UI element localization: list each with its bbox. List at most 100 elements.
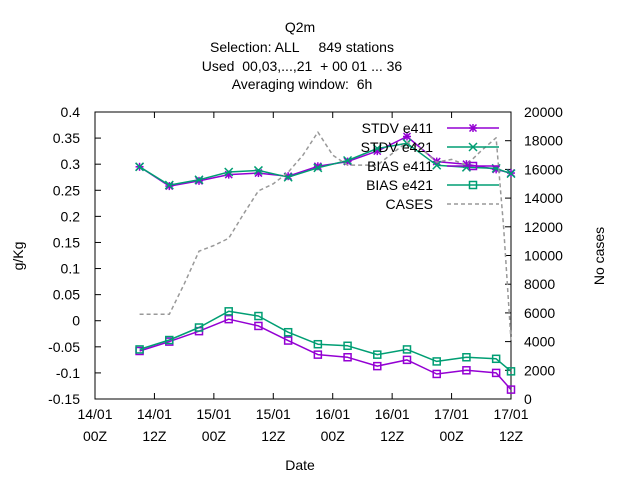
y-tick-label: 0.1 [61,261,81,277]
series-line-stdv-e421 [139,142,512,186]
series-bias-e421 [135,307,516,376]
legend-label-bias-e421: BIAS e421 [366,177,433,193]
data-point-bias-e421 [313,339,323,349]
legend-label-cases: CASES [386,196,433,212]
x-tick-label-hour: 12Z [499,428,524,444]
x-tick-label-hour: 12Z [380,428,405,444]
y-tick-label: 0.4 [61,104,81,120]
legend-marker-bias-e421 [468,180,478,190]
y2-tick-label: 0 [524,391,532,407]
data-point-bias-e411 [373,361,382,371]
chart-title-block: Q2m Selection: ALL 849 stations Used 00,… [202,19,403,92]
data-point-bias-e411 [224,314,233,324]
data-point-stdv-e411-d2 [402,132,412,141]
y-tick-label: 0.35 [53,130,80,146]
data-point-bias-e411 [462,366,471,375]
legend-label-bias-e411: BIAS e411 [367,158,433,174]
x-tick-label-date: 15/01 [196,406,231,422]
data-point-stdv-e421-d2 [432,160,442,170]
chart-title: Q2m [285,19,315,35]
data-point-bias-e421 [462,353,471,362]
series-line-bias-e421 [139,310,512,372]
y2-tick-label: 20000 [524,104,563,120]
data-point-stdv-e421-d2 [372,143,382,154]
y-axis-label: g/Kg [10,242,26,271]
legend-marker-bias-e411 [468,161,478,171]
y2-tick-label: 10000 [524,248,563,264]
x-axis-label: Date [285,457,315,473]
data-point-bias-e411 [491,368,501,378]
y-tick-label: 0.2 [61,208,81,224]
series-layer [135,131,516,394]
data-point-bias-e421 [194,323,204,332]
y2-tick-label: 18000 [524,133,563,149]
y-tick-label: 0.3 [61,156,81,172]
data-point-stdv-e421-d2 [313,163,323,173]
data-point-bias-e411 [402,355,412,365]
y2-tick-label: 16000 [524,161,563,177]
data-point-stdv-e421-d2 [135,162,145,172]
legend: STDV e411 STDV e421 BIAS e411 BIAS e421 CASE… [361,120,499,212]
y-tick-label: -0.15 [48,391,80,407]
data-point-bias-e411 [254,321,263,331]
x-axis-ticks: 14/01 00Z 14/01 12Z 15/01 00Z 15/01 12Z 16/01 00Z… [77,112,529,444]
chart-subtitle-used: Used 00,03,...,21 + 00 01 ... 36 [202,58,403,74]
data-point-stdv-e421-d2 [164,180,174,190]
y2-axis-label: No cases [591,227,607,285]
y2-tick-label: 8000 [524,276,555,292]
data-point-stdv-e421-d2 [506,169,516,179]
x-tick-label-hour: 00Z [83,428,108,444]
data-point-bias-e411 [343,353,352,362]
x-tick-label-hour: 12Z [142,428,167,444]
y-tick-label: 0.25 [53,182,80,198]
y-tick-label: -0.1 [56,365,80,381]
data-point-bias-e421 [135,345,144,354]
data-point-bias-e421 [343,341,352,351]
legend-label-stdv-e411: STDV e411 [362,120,434,136]
data-point-bias-e421 [402,345,412,354]
y2-tick-label: 12000 [524,219,563,235]
y-tick-label: -0.05 [48,339,80,355]
data-point-stdv-e421-d2 [402,138,412,148]
x-tick-label-date: 14/01 [137,406,172,422]
data-point-bias-e411 [313,350,323,359]
series-bias-e411 [135,314,516,394]
y2-tick-label: 14000 [524,190,563,206]
x-tick-label-date: 14/01 [77,406,112,422]
legend-marker-stdv-e411-d2 [468,123,478,133]
x-tick-label-date: 17/01 [434,406,469,422]
data-point-stdv-e421-d2 [224,167,234,177]
data-point-bias-e421 [254,311,263,321]
y-tick-label: 0.05 [53,287,80,303]
x-tick-label-hour: 00Z [440,428,465,444]
data-point-bias-e411 [506,385,516,394]
x-tick-label-hour: 00Z [321,428,346,444]
data-point-bias-e411 [283,336,293,345]
x-tick-label-hour: 00Z [202,428,227,444]
data-point-bias-e421 [373,350,382,359]
y2-tick-label: 2000 [524,362,555,378]
x-tick-label-date: 15/01 [256,406,291,422]
data-point-stdv-e421-d2 [253,165,263,175]
data-point-stdv-e421-d2 [194,175,204,185]
data-point-bias-e411 [432,369,441,379]
y2-tick-label: 6000 [524,305,555,321]
y-tick-label: 0.15 [53,234,80,250]
data-point-bias-e421 [283,327,293,337]
x-tick-label-date: 17/01 [493,406,528,422]
x-tick-label-date: 16/01 [375,406,410,422]
y-tick-label: 0 [72,313,80,329]
data-point-bias-e421 [491,354,501,364]
data-point-bias-e421 [432,357,441,366]
series-line-bias-e411 [139,318,512,391]
chart-subtitle-window: Averaging window: 6h [232,76,373,92]
x-tick-label-hour: 12Z [261,428,286,444]
chart-subtitle-selection: Selection: ALL 849 stations [210,39,394,55]
y2-axis-ticks: 2000018000160001400012000100008000600040… [505,104,563,407]
data-point-bias-e421 [165,335,174,345]
y2-tick-label: 4000 [524,334,555,350]
x-tick-label-date: 16/01 [315,406,350,422]
legend-label-stdv-e421: STDV e421 [361,139,434,155]
